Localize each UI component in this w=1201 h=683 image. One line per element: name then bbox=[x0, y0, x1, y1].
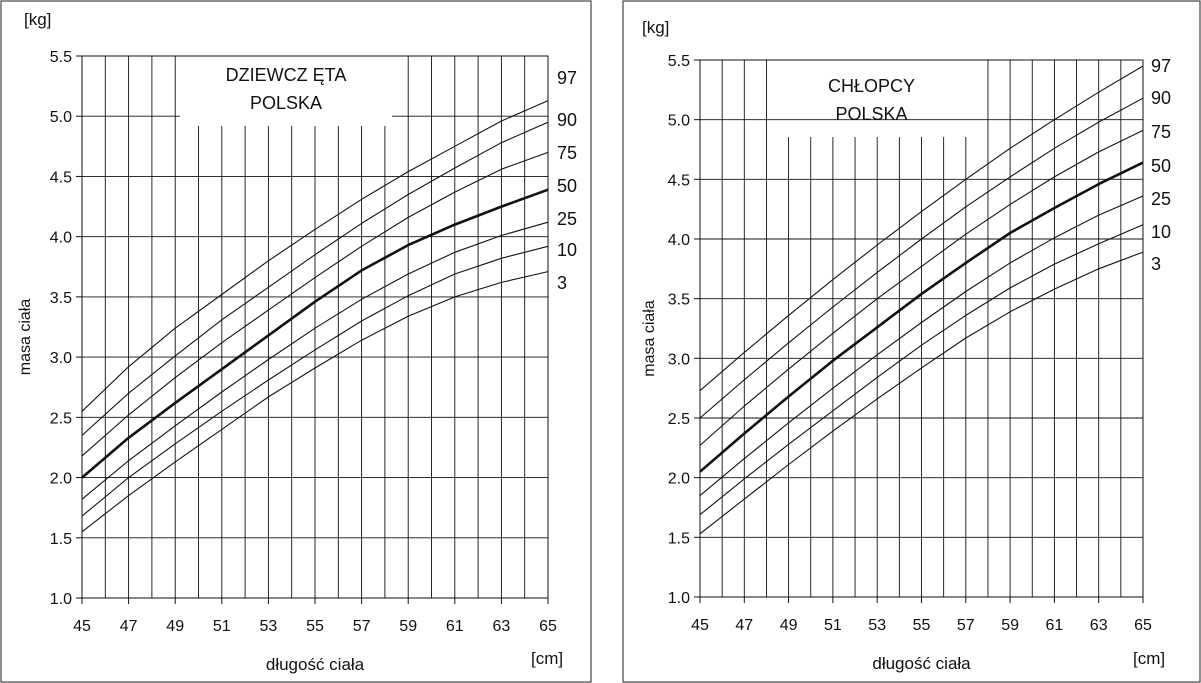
x-tick-label: 47 bbox=[120, 618, 138, 635]
percentile-label: 10 bbox=[1151, 222, 1171, 242]
y-tick-label: 2.0 bbox=[50, 471, 72, 488]
percentile-label: 97 bbox=[557, 68, 577, 88]
percentile-label: 50 bbox=[1151, 156, 1171, 176]
girls-chart-panel: 1.0 1.5 2.0 2.5 3.0 3.5 4.0 4.5 5.0 5.5 45 47 49 51 53… bbox=[0, 0, 592, 683]
girls-weight-length-chart: 1.0 1.5 2.0 2.5 3.0 3.5 4.0 4.5 5.0 5.5 45 47 49 51 53… bbox=[0, 0, 592, 683]
panel-frame bbox=[0, 0, 592, 683]
percentile-line-97 bbox=[81, 100, 549, 412]
percentile-label: 50 bbox=[557, 176, 577, 196]
percentile-label: 3 bbox=[1151, 254, 1161, 274]
chart-title: DZIEWCZ ĘTA bbox=[226, 65, 347, 85]
y-tick-label: 5.0 bbox=[668, 113, 690, 130]
y-tick-label: 3.0 bbox=[668, 351, 690, 368]
x-tick-label: 51 bbox=[824, 617, 842, 634]
percentile-line-25 bbox=[81, 221, 549, 500]
percentile-line-10 bbox=[81, 245, 549, 517]
x-tick-label: 61 bbox=[446, 618, 464, 635]
percentile-label: 10 bbox=[557, 240, 577, 260]
x-tick-label: 53 bbox=[260, 618, 278, 635]
x-unit-label: [cm] bbox=[1133, 649, 1165, 668]
x-tick-label: 57 bbox=[353, 618, 371, 635]
percentile-label: 90 bbox=[1151, 88, 1171, 108]
y-tick-label: 3.0 bbox=[50, 350, 72, 367]
percentile-label: 25 bbox=[1151, 189, 1171, 209]
percentile-label: 25 bbox=[557, 209, 577, 229]
y-unit-label: [kg] bbox=[642, 18, 669, 37]
panel-frame bbox=[622, 0, 1201, 683]
x-tick-label: 55 bbox=[913, 617, 931, 634]
x-unit-label: [cm] bbox=[531, 649, 563, 668]
percentile-line-97 bbox=[699, 65, 1144, 392]
y-tick-label: 3.5 bbox=[668, 292, 690, 309]
chart-subtitle: POLSKA bbox=[835, 104, 907, 124]
y-tick-label: 4.5 bbox=[668, 172, 690, 189]
percentile-line-50 bbox=[699, 161, 1144, 473]
percentile-label: 75 bbox=[557, 143, 577, 163]
boys-chart-panel: 1.0 1.5 2.0 2.5 3.0 3.5 4.0 4.5 5.0 5.5 45 47 49 51 53… bbox=[622, 0, 1201, 683]
x-axis-label: długość ciała bbox=[266, 655, 365, 674]
percentile-line-3 bbox=[81, 271, 549, 533]
x-tick-label: 49 bbox=[780, 617, 798, 634]
x-tick-label: 49 bbox=[166, 618, 184, 635]
percentile-label: 90 bbox=[557, 110, 577, 130]
y-tick-label: 1.0 bbox=[50, 591, 72, 608]
percentile-line-25 bbox=[699, 195, 1144, 497]
y-tick-label: 1.5 bbox=[668, 530, 690, 547]
x-tick-label: 65 bbox=[1134, 617, 1152, 634]
percentile-line-90 bbox=[699, 97, 1144, 419]
percentile-label: 97 bbox=[1151, 56, 1171, 76]
y-tick-label: 2.0 bbox=[668, 471, 690, 488]
x-tick-label: 63 bbox=[1090, 617, 1108, 634]
y-tick-label: 5.5 bbox=[50, 49, 72, 66]
y-tick-label: 1.5 bbox=[50, 531, 72, 548]
x-axis-label: długość ciała bbox=[872, 654, 971, 673]
x-tick-label: 55 bbox=[306, 618, 324, 635]
x-tick-label: 45 bbox=[73, 618, 91, 635]
x-tick-label: 51 bbox=[213, 618, 231, 635]
x-tick-label: 63 bbox=[493, 618, 511, 635]
y-tick-label: 2.5 bbox=[668, 411, 690, 428]
y-tick-label: 5.0 bbox=[50, 109, 72, 126]
x-tick-label: 61 bbox=[1046, 617, 1064, 634]
x-tick-label: 45 bbox=[691, 617, 709, 634]
percentile-line-75 bbox=[81, 151, 549, 457]
percentile-line-90 bbox=[81, 121, 549, 436]
y-unit-label: [kg] bbox=[24, 10, 51, 29]
percentile-label: 3 bbox=[557, 273, 567, 293]
x-tick-label: 59 bbox=[399, 618, 417, 635]
y-tick-label: 4.0 bbox=[50, 230, 72, 247]
y-tick-label: 3.5 bbox=[50, 290, 72, 307]
percentile-line-75 bbox=[699, 129, 1144, 446]
y-tick-label: 4.5 bbox=[50, 169, 72, 186]
y-axis-label: masa ciała bbox=[641, 300, 658, 377]
y-tick-label: 4.0 bbox=[668, 232, 690, 249]
x-tick-label: 47 bbox=[735, 617, 753, 634]
boys-weight-length-chart: 1.0 1.5 2.0 2.5 3.0 3.5 4.0 4.5 5.0 5.5 45 47 49 51 53… bbox=[622, 0, 1201, 683]
percentile-line-3 bbox=[699, 251, 1144, 535]
percentile-line-50 bbox=[81, 188, 549, 479]
x-tick-label: 57 bbox=[957, 617, 975, 634]
chart-subtitle: POLSKA bbox=[250, 93, 322, 113]
percentile-line-10 bbox=[699, 224, 1144, 516]
percentile-label: 75 bbox=[1151, 122, 1171, 142]
y-tick-label: 2.5 bbox=[50, 410, 72, 427]
y-tick-label: 1.0 bbox=[668, 590, 690, 607]
chart-title: CHŁOPCY bbox=[828, 76, 915, 96]
y-tick-label: 5.5 bbox=[668, 53, 690, 70]
x-tick-label: 65 bbox=[539, 618, 557, 635]
x-tick-label: 59 bbox=[1001, 617, 1019, 634]
y-axis-label: masa ciała bbox=[17, 299, 34, 376]
x-tick-label: 53 bbox=[868, 617, 886, 634]
